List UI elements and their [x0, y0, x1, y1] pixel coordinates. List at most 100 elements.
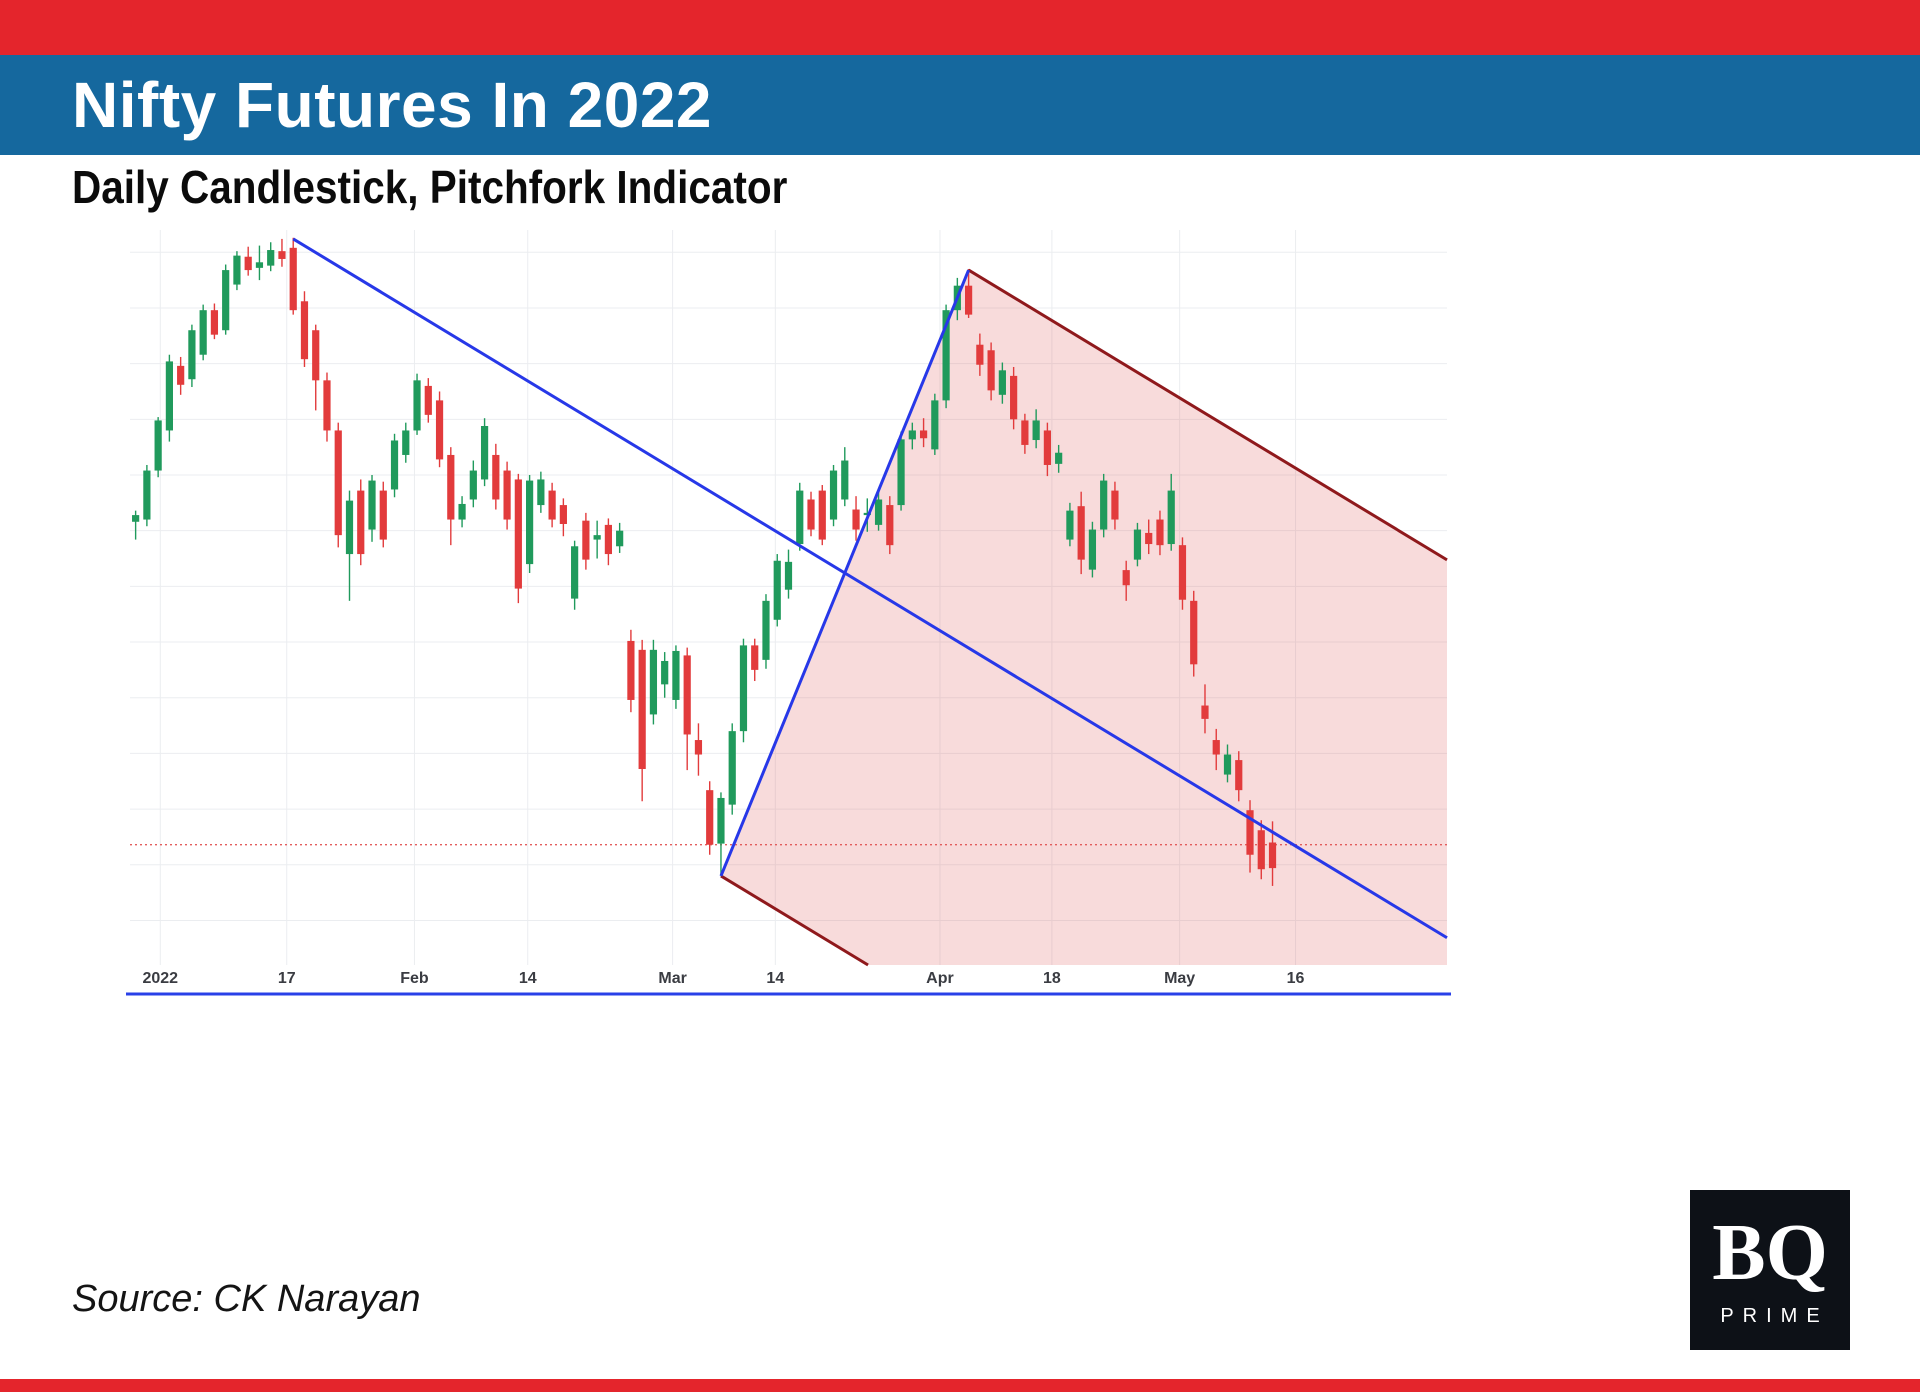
candle-body — [390, 440, 399, 490]
candle-body — [312, 330, 320, 381]
candle-body — [1010, 375, 1018, 420]
pitchfork-upper-tine — [967, 268, 1448, 562]
candle-body — [537, 479, 545, 506]
candle-body — [1246, 810, 1254, 855]
candle-body — [526, 480, 534, 565]
candle-body — [1156, 519, 1164, 546]
candle-body — [706, 790, 714, 845]
candle-body — [818, 490, 826, 540]
candlestick-chart: 2022 17 Feb 14 Mar 14 Apr 18 May 16 — [126, 230, 1451, 996]
candle-body — [278, 251, 286, 259]
candle-body — [447, 454, 455, 520]
x-axis-label: Apr — [926, 970, 954, 987]
candle-body — [739, 645, 748, 732]
candle-body — [435, 400, 444, 460]
title-band: Nifty Futures In 2022 — [0, 55, 1920, 155]
candle-body — [796, 490, 804, 545]
candle-body — [751, 645, 759, 670]
candle-body — [897, 439, 905, 506]
candle-body — [987, 350, 995, 391]
candle-body — [694, 740, 703, 755]
candle-body — [1201, 705, 1209, 719]
candle-body — [132, 515, 140, 522]
candle-body — [559, 505, 567, 524]
candle-body — [1257, 830, 1265, 870]
candle-body — [1190, 600, 1198, 665]
candle-body — [222, 270, 230, 331]
candle-body — [807, 499, 815, 530]
candle-body — [379, 490, 387, 540]
candle-body — [413, 380, 421, 431]
candle-body — [919, 430, 928, 439]
candle-body — [998, 370, 1006, 395]
candle-body — [1100, 480, 1108, 530]
candle-body — [424, 385, 432, 415]
page-title: Nifty Futures In 2022 — [72, 69, 712, 141]
x-axis-label: May — [1164, 970, 1195, 987]
candle-body — [638, 649, 646, 769]
candle-body — [1021, 420, 1029, 445]
candle-body — [1212, 740, 1220, 755]
candle-body — [965, 285, 973, 315]
candle-body — [908, 430, 916, 440]
candle-body — [402, 430, 410, 455]
candle-body — [1043, 430, 1051, 465]
candle-body — [1145, 532, 1153, 545]
candle-body — [514, 479, 522, 589]
candle-body — [357, 490, 365, 555]
candle-body — [728, 731, 736, 805]
candle-body — [762, 600, 770, 660]
candle-body — [886, 505, 894, 546]
candle-body — [829, 470, 838, 520]
candle-body — [1223, 754, 1232, 775]
candle-body — [784, 561, 793, 590]
candle-body — [571, 546, 579, 599]
candle-body — [931, 400, 939, 450]
candle-body — [199, 310, 207, 355]
source-credit: Source: CK Narayan — [72, 1278, 421, 1320]
pitchfork-median-line — [292, 237, 1448, 940]
pitchfork-channel-fill — [720, 270, 1447, 965]
candle-body — [1066, 510, 1074, 540]
bq-prime-logo: BQ PRIME — [1690, 1190, 1850, 1350]
x-axis-label: 14 — [519, 970, 537, 987]
candle-body — [244, 256, 252, 271]
candle-body — [1133, 529, 1142, 560]
x-axis-label: 18 — [1043, 970, 1061, 987]
x-axis-label: Mar — [658, 970, 686, 987]
candle-body — [604, 524, 612, 555]
candle-body — [683, 655, 691, 735]
chart-subtitle: Daily Candlestick, Pitchfork Indicator — [72, 161, 788, 213]
candle-body — [1268, 842, 1277, 869]
candle-body — [188, 330, 196, 380]
candle-body — [368, 480, 376, 530]
candle-body — [289, 247, 297, 311]
candle-body — [503, 470, 511, 520]
x-axis-label: 14 — [766, 970, 784, 987]
candle-body — [1111, 490, 1119, 520]
candle-body — [852, 509, 860, 530]
candle-body — [480, 426, 489, 480]
candle-body — [255, 262, 264, 268]
x-axis-label: 16 — [1287, 970, 1305, 987]
x-axis-label: 17 — [278, 970, 296, 987]
candle-body — [649, 649, 658, 715]
candle-body — [1122, 570, 1130, 586]
candle-body — [1055, 452, 1063, 464]
candle-body — [1235, 760, 1243, 791]
candle-body — [1032, 420, 1040, 441]
candle-body — [616, 530, 624, 547]
candle-body — [345, 500, 354, 555]
candle-body — [1077, 506, 1085, 560]
candle-body — [1088, 529, 1097, 570]
pitchfork-lower-tine — [720, 874, 869, 967]
candle-body — [593, 535, 601, 540]
candle-body — [469, 470, 477, 500]
x-axis-label: Feb — [400, 970, 429, 987]
candle-body — [165, 361, 173, 431]
logo-bq-text: BQ — [1712, 1208, 1828, 1297]
candle-body — [672, 650, 680, 700]
candle-body — [627, 640, 635, 700]
candle-body — [323, 380, 331, 431]
